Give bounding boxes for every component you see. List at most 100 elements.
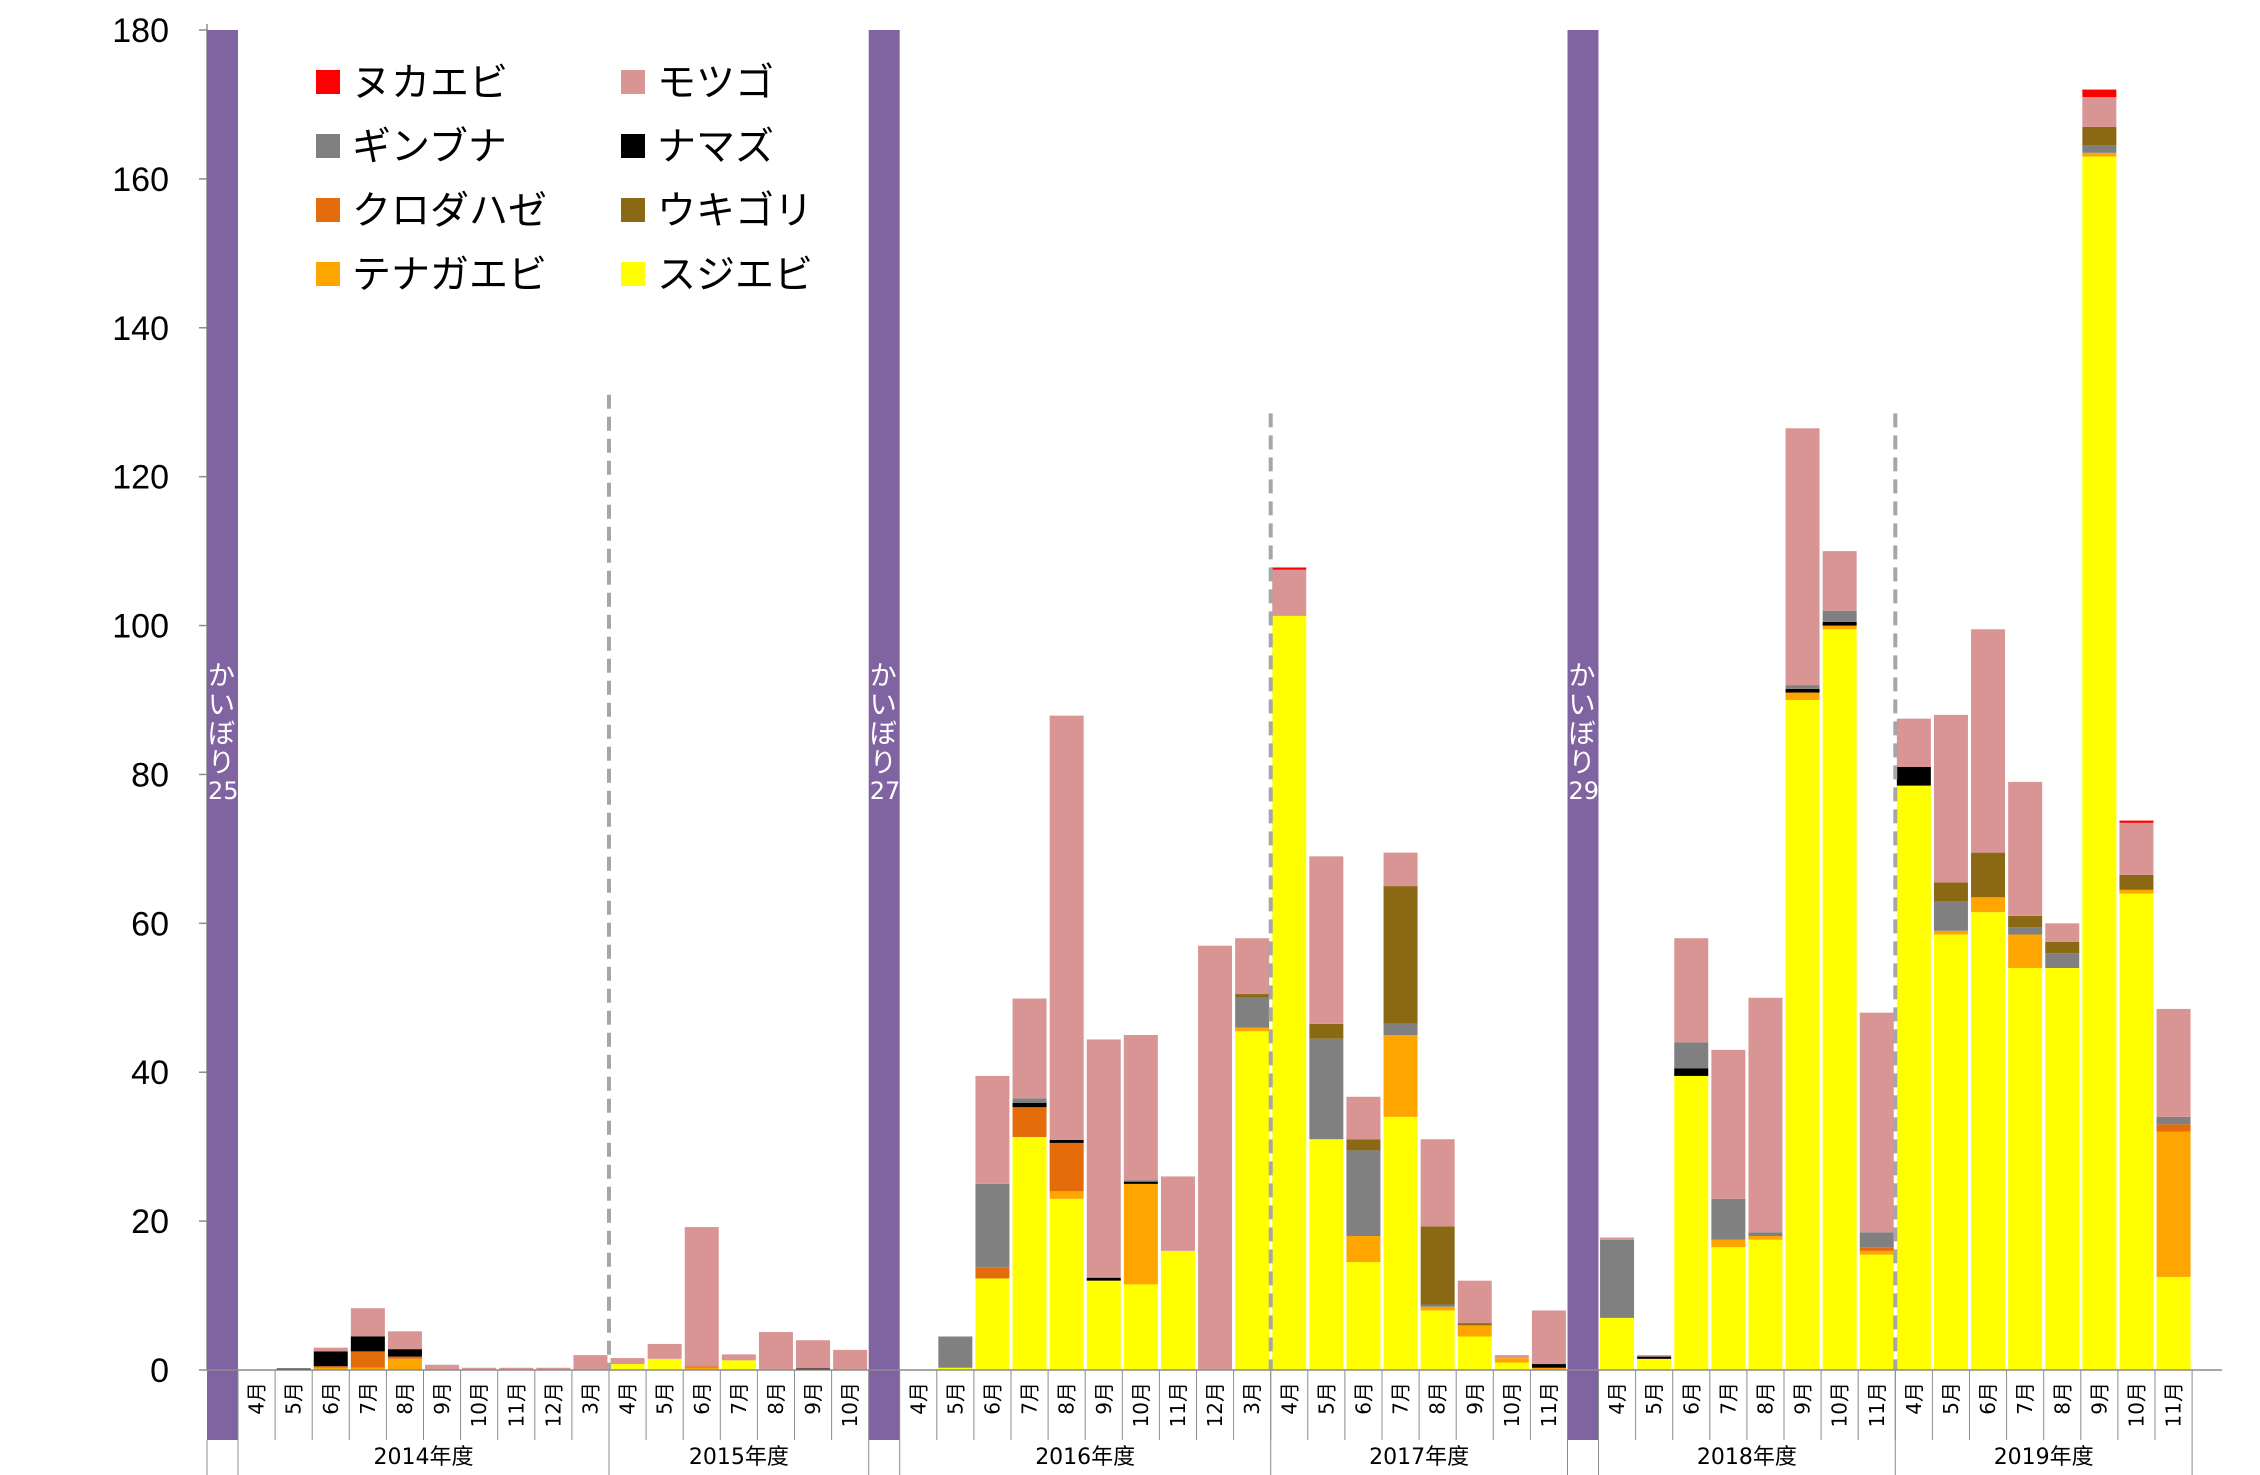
bar-segment <box>721 1360 756 1370</box>
bar-segment <box>1160 1176 1195 1251</box>
x-tick-label: 10月 <box>467 1382 491 1427</box>
bar-segment <box>1346 1262 1381 1370</box>
x-tick-label: 5月 <box>653 1382 677 1415</box>
bar-segment <box>975 1278 1010 1370</box>
kaibori-label-char: ぼ <box>870 719 897 750</box>
bar-segment <box>2008 915 2043 928</box>
bar-segment <box>1049 1191 1084 1199</box>
y-tick-label: 0 <box>150 1352 169 1390</box>
bar-segment <box>796 1340 831 1369</box>
kaibori-label-char: り <box>208 748 235 779</box>
bar-segment <box>1971 897 2006 913</box>
bar-segment <box>1600 1239 1635 1318</box>
x-tick-label: 3月 <box>1240 1382 1264 1415</box>
y-tick-label: 140 <box>112 310 169 348</box>
bar-segment <box>1420 1310 1455 1370</box>
bar-segment <box>1785 688 1820 693</box>
year-group-label: 2018年度 <box>1697 1445 1797 1470</box>
kaibori-bar <box>1567 30 1599 1440</box>
bar-segment <box>1822 625 1857 630</box>
y-tick-label: 120 <box>112 459 169 497</box>
year-group-label: 2015年度 <box>689 1445 789 1470</box>
kaibori-label-char: り <box>1569 748 1596 779</box>
bar-segment <box>1272 567 1307 570</box>
legend-label: ウキゴリ <box>657 189 813 234</box>
bar-segment <box>2119 822 2154 875</box>
bar-segment <box>2045 953 2080 968</box>
bar-segment <box>1531 1364 1566 1368</box>
bar-segment <box>1748 1236 1783 1240</box>
bar-segment <box>1859 1012 1894 1233</box>
bar-segment <box>350 1367 385 1370</box>
bar-segment <box>1971 912 2006 1370</box>
bar-segment <box>1859 1254 1894 1370</box>
kaibori-label-char: り <box>870 748 897 779</box>
bar-segment <box>610 1364 645 1370</box>
legend-label: スジエビ <box>657 253 813 298</box>
x-tick-label: 6月 <box>1351 1382 1375 1415</box>
kaibori-bar <box>207 30 238 1440</box>
bar-segment <box>1123 1183 1158 1285</box>
legend-swatch <box>316 262 340 286</box>
bar-segment <box>1049 1198 1084 1370</box>
bar-segment <box>1971 629 2006 853</box>
x-tick-label: 10月 <box>2124 1382 2148 1427</box>
bar-segment <box>1457 1325 1492 1337</box>
bar-segment <box>2008 968 2043 1370</box>
bar-segment <box>1674 1042 1709 1069</box>
bar-segment <box>1420 1226 1455 1305</box>
bar-segment <box>647 1358 682 1370</box>
legend-label: テナガエビ <box>352 253 547 298</box>
y-tick-label: 180 <box>112 12 169 50</box>
y-tick-label: 100 <box>112 608 169 646</box>
bar-segment <box>499 1367 534 1370</box>
bar-segment <box>1933 882 1968 901</box>
bar-segment <box>387 1356 422 1359</box>
x-tick-label: 9月 <box>430 1382 454 1415</box>
bar-segment <box>1748 997 1783 1233</box>
legend-label: クロダハゼ <box>352 189 547 234</box>
bar-segment <box>975 1183 1010 1268</box>
x-tick-label: 7月 <box>1716 1382 1740 1415</box>
bar-segment <box>350 1351 385 1368</box>
bar-segment <box>2008 934 2043 968</box>
bar-segment <box>1420 1304 1455 1307</box>
bar-segment <box>2008 927 2043 935</box>
bar-segment <box>1086 1039 1121 1278</box>
bar-segment <box>1235 1027 1270 1032</box>
bar-segment <box>1531 1367 1566 1370</box>
bar-segment <box>2156 1131 2191 1277</box>
bar-segment <box>2008 781 2043 916</box>
bar-segment <box>1531 1310 1566 1365</box>
kaibori-bar <box>868 30 900 1440</box>
bar-segment <box>313 1347 348 1352</box>
bar-segment <box>1309 1038 1344 1140</box>
bar-segment <box>1012 1102 1047 1108</box>
kaibori-number: 29 <box>1569 777 1600 805</box>
x-tick-label: 8月 <box>1055 1382 1079 1415</box>
bar-segment <box>1637 1355 1672 1357</box>
bar-segment <box>1494 1355 1529 1359</box>
x-tick-label: 7月 <box>1389 1382 1413 1415</box>
x-tick-label: 8月 <box>393 1382 417 1415</box>
bar-segment <box>2045 968 2080 1370</box>
bar-segment <box>1822 629 1857 1370</box>
bar-segment <box>647 1343 682 1359</box>
kaibori-label-char: ぼ <box>208 719 235 750</box>
x-tick-label: 8月 <box>1753 1382 1777 1415</box>
x-tick-label: 11月 <box>504 1382 528 1427</box>
x-tick-label: 9月 <box>801 1382 825 1415</box>
bar-segment <box>1859 1232 1894 1248</box>
bar-segment <box>1674 938 1709 1043</box>
legend-swatch <box>316 198 340 222</box>
bar-segment <box>684 1367 719 1370</box>
bar-segment <box>1933 934 1968 1370</box>
x-tick-label: 6月 <box>1679 1382 1703 1415</box>
bar-segment <box>536 1367 571 1370</box>
bar-segment <box>2119 820 2154 823</box>
bar-segment <box>1049 1139 1084 1143</box>
bar-segment <box>2156 1276 2191 1370</box>
bar-segment <box>2119 893 2154 1370</box>
bar-segment <box>1859 1247 1894 1251</box>
